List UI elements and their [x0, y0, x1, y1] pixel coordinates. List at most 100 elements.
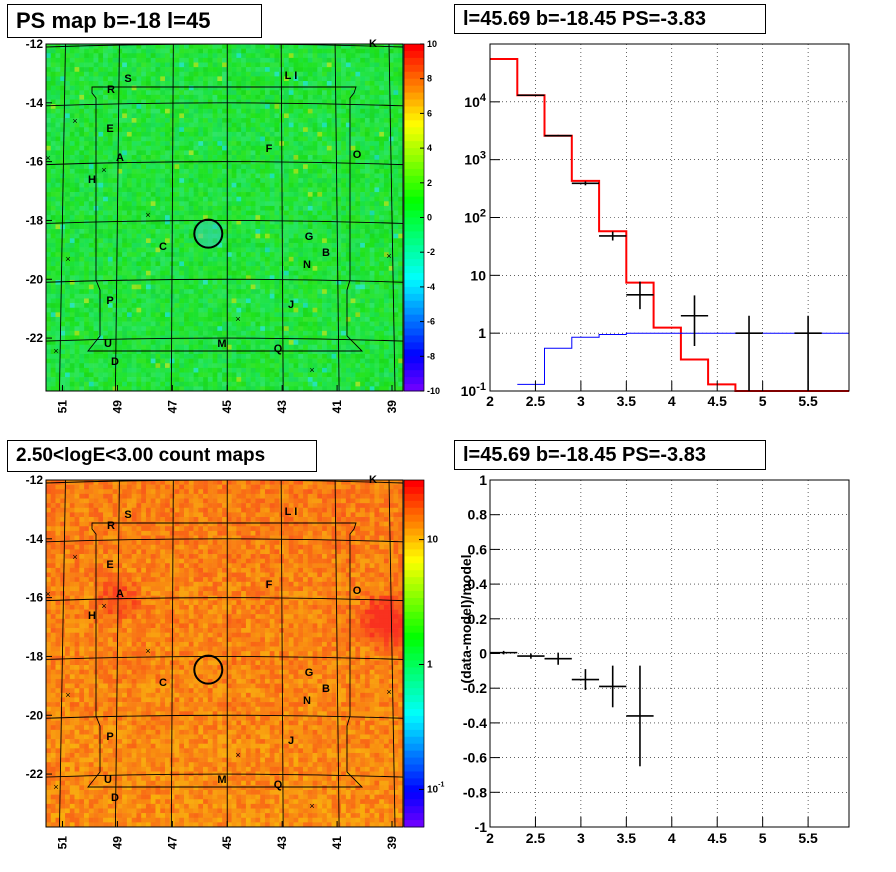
- y-tick-label: -18: [26, 649, 44, 663]
- colorbar: [404, 480, 424, 828]
- colorbar-frame: [403, 479, 425, 828]
- x-tick-label: 41: [330, 400, 344, 414]
- source-label: F: [266, 143, 273, 155]
- y-tick-label: 1: [479, 472, 487, 488]
- grid-latitude-line: [45, 337, 404, 342]
- source-cross: ×: [309, 801, 314, 811]
- source-label: R: [107, 84, 115, 96]
- source-label: J: [288, 735, 294, 747]
- y-tick-label: -12: [26, 37, 44, 51]
- y-tick-label: -16: [26, 155, 44, 169]
- y-axis-label: (data-model)/model: [458, 554, 474, 683]
- x-tick-label: 5.5: [798, 830, 818, 846]
- target-circle: [193, 218, 224, 249]
- grid-longitude-line: [280, 43, 284, 392]
- x-tick-label: 4: [668, 393, 676, 409]
- source-label: K: [369, 474, 377, 486]
- y-tick-label: -12: [26, 473, 44, 487]
- x-tick-label: 3: [577, 830, 585, 846]
- x-tick-label: 3.5: [617, 830, 637, 846]
- source-label: G: [305, 667, 314, 679]
- source-label: U: [104, 338, 112, 350]
- source-cross: ×: [72, 116, 77, 126]
- grid-latitude-line: [45, 161, 404, 166]
- colorbar: [404, 44, 424, 392]
- y-tick-label: 102: [464, 208, 486, 226]
- colorbar-tick-label: 10-1: [427, 781, 444, 795]
- source-label: A: [116, 152, 124, 164]
- source-label: S: [124, 73, 131, 85]
- colorbar-tick-label: 2: [427, 178, 432, 188]
- source-cross: ×: [45, 589, 50, 599]
- x-tick-label: 4.5: [707, 393, 727, 409]
- x-tick-label: 4: [668, 830, 676, 846]
- source-cross: ×: [53, 346, 58, 356]
- x-tick-label: 49: [110, 836, 124, 850]
- x-tick-label: 51: [55, 400, 69, 414]
- x-tick-label: 4.5: [707, 830, 727, 846]
- grid-longitude-line: [170, 43, 174, 392]
- y-tick-label: 0.4: [468, 576, 488, 592]
- source-cross: ×: [101, 165, 106, 175]
- y-tick-label: 0.2: [468, 611, 488, 627]
- source-cross: ×: [45, 153, 50, 163]
- colorbar-tick-label: 10: [427, 535, 439, 546]
- x-tick-label: 49: [110, 400, 124, 414]
- y-tick-label: -18: [26, 213, 44, 227]
- x-tick-label: 39: [385, 400, 399, 414]
- colorbar-tick-label: 10: [427, 39, 437, 49]
- x-tick-label: 45: [220, 836, 234, 850]
- model-total-line: [490, 58, 849, 392]
- count-map-chart: K S L I R E A F O H G C BN P J U M Q D × × × × × × × × × -12 -14 -16 -…: [26, 473, 445, 850]
- residual-chart: 2 2.5 3 3.5 4 4.5 5 5.5 1 0.8 0.6 0.4 0.2 0 -0.2 -0.4 -0…: [458, 472, 850, 846]
- x-tick-label: 45: [220, 400, 234, 414]
- source-cross: ×: [145, 210, 150, 220]
- y-tick-label: -22: [26, 331, 44, 345]
- grid-longitude-line: [334, 479, 340, 828]
- y-tick-label: -16: [26, 591, 44, 605]
- grid-longitude-line: [59, 43, 66, 392]
- y-tick-label: -20: [26, 272, 44, 286]
- source-label: B: [322, 247, 330, 259]
- source-label: S: [124, 509, 131, 521]
- map-pixels: [46, 480, 404, 828]
- colorbar-tick-label: -8: [427, 351, 435, 361]
- source-label: L I: [285, 70, 298, 82]
- ps-map-panel: PS map b=-18 l=45 K S L I R E A F O H G C B N P J U M Q D ×…: [0, 0, 448, 436]
- source-label: C: [159, 677, 167, 689]
- y-tick-label: -14: [26, 96, 44, 110]
- x-tick-label: 5.5: [798, 393, 818, 409]
- grid-longitude-line: [59, 479, 66, 828]
- count-map-title: 2.50<logE<3.00 count maps: [7, 440, 317, 472]
- grid-latitude-line: [45, 597, 404, 602]
- colorbar-tick-label: -4: [427, 282, 435, 292]
- source-label: D: [111, 356, 119, 368]
- y-tick-label: 1: [478, 325, 486, 341]
- coordinate-grid: [45, 43, 404, 392]
- map-frame: [45, 43, 404, 392]
- source-label: A: [116, 588, 124, 600]
- y-tick-label: -22: [26, 767, 44, 781]
- grid-longitude-line: [388, 43, 396, 392]
- y-tick-label: -1: [475, 819, 488, 835]
- y-tick-label: -0.6: [463, 750, 487, 766]
- grid-latitude-line: [45, 102, 404, 107]
- source-cross: ×: [386, 251, 391, 261]
- region-outline: [87, 86, 364, 352]
- source-label: C: [159, 241, 167, 253]
- source-cross: ×: [72, 552, 77, 562]
- source-label: F: [266, 579, 273, 591]
- grid-latitude-line: [45, 538, 404, 543]
- x-tick-label: 43: [275, 836, 289, 850]
- x-tick-label: 2.5: [526, 393, 546, 409]
- source-cross: ×: [235, 750, 240, 760]
- ps-map-title: PS map b=-18 l=45: [7, 4, 262, 38]
- source-label: H: [88, 610, 96, 622]
- colorbar-tick-label: -6: [427, 317, 435, 327]
- source-label: M: [217, 338, 226, 350]
- map-pixels: [46, 44, 404, 392]
- x-tick-label: 41: [330, 836, 344, 850]
- y-tick-label: 0: [479, 646, 487, 662]
- target-circle: [193, 654, 224, 685]
